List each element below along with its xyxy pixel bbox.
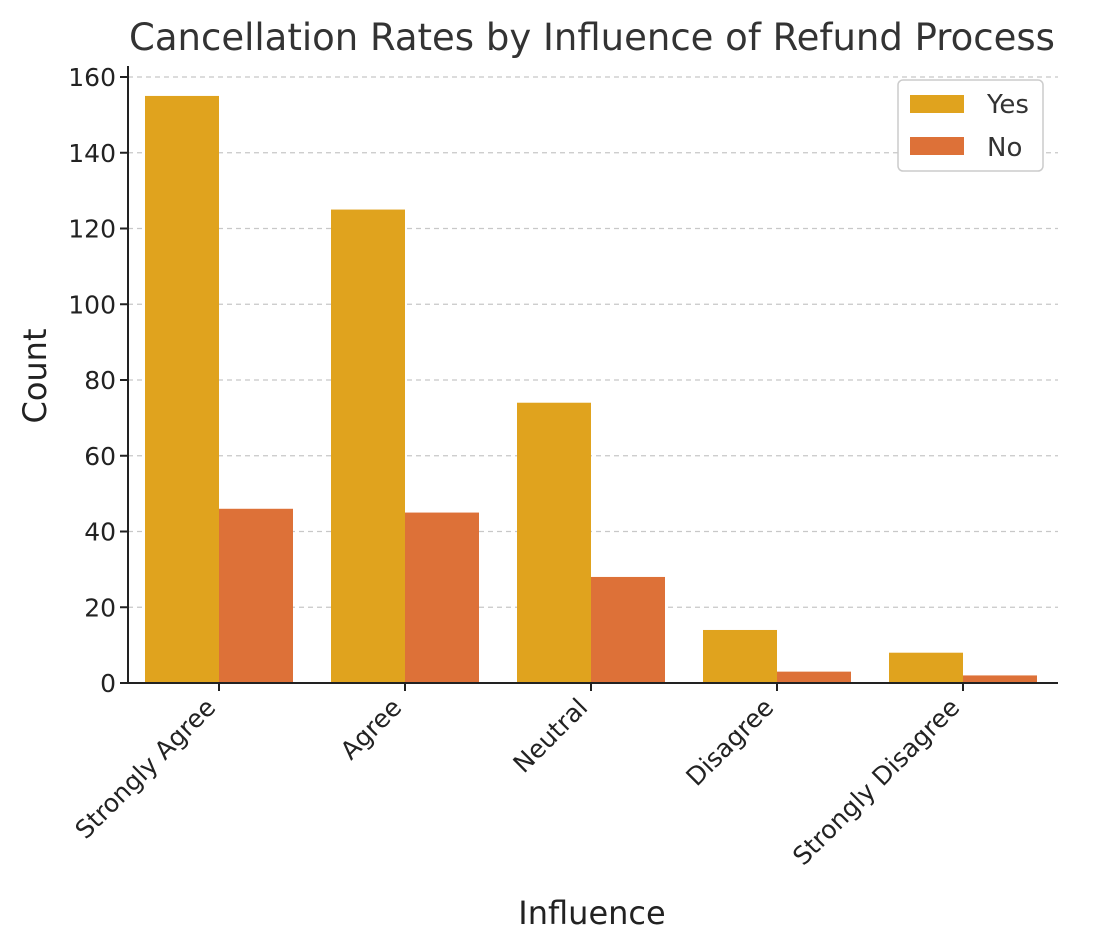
y-tick-label: 40	[84, 518, 116, 547]
bar-yes-neutral	[517, 402, 591, 683]
legend-swatch-yes	[910, 95, 964, 113]
y-ticks: 0 20 40 60 80 100 120 140 160	[68, 63, 128, 698]
x-tick-label: Neutral	[507, 693, 593, 779]
x-tick-label: Disagree	[680, 693, 779, 792]
bar-yes-strongly-disagree	[889, 652, 963, 683]
x-tick-label: Strongly Disagree	[787, 693, 965, 871]
y-tick-label: 140	[68, 139, 116, 168]
legend: Yes No	[897, 79, 1044, 172]
legend-label-yes: Yes	[986, 90, 1029, 120]
y-tick-label: 60	[84, 442, 116, 471]
y-tick-label: 160	[68, 63, 116, 92]
bar-no-strongly-disagree	[963, 675, 1037, 683]
y-tick-label: 0	[100, 669, 116, 698]
x-tick-label: Agree	[335, 693, 407, 765]
bar-yes-strongly-agree	[145, 95, 219, 683]
chart-title: Cancellation Rates by Influence of Refun…	[129, 16, 1055, 59]
bar-yes-disagree	[703, 629, 777, 683]
bars	[145, 95, 1037, 683]
y-axis-label: Count	[16, 328, 54, 423]
bar-no-agree	[405, 512, 479, 683]
bar-no-neutral	[591, 576, 665, 683]
x-tick-label: Strongly Agree	[70, 693, 222, 845]
bar-no-disagree	[777, 671, 851, 683]
y-tick-label: 100	[68, 290, 116, 319]
y-tick-label: 120	[68, 215, 116, 244]
legend-swatch-no	[910, 137, 964, 155]
bar-yes-agree	[331, 209, 405, 683]
x-axis-label: Influence	[518, 894, 665, 932]
legend-label-no: No	[987, 133, 1022, 163]
y-tick-label: 20	[84, 593, 116, 622]
y-tick-label: 80	[84, 366, 116, 395]
x-ticks: Strongly Agree Agree Neutral Disagree Strong…	[70, 683, 965, 871]
bar-no-strongly-agree	[219, 508, 293, 683]
